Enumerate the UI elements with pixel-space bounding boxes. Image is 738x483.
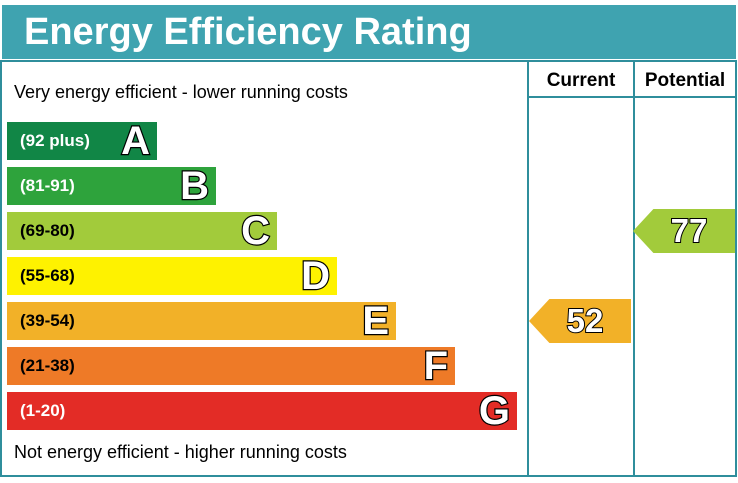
- band-g-range: (1-20): [20, 401, 66, 420]
- band-d-range: (55-68): [20, 266, 75, 285]
- potential-rating-value: 77: [670, 211, 709, 250]
- band-f-letter: F: [422, 344, 449, 388]
- band-d-letter: D: [300, 254, 331, 298]
- band-b-letter: B: [179, 164, 210, 208]
- top-note: Very energy efficient - lower running co…: [14, 82, 348, 102]
- bottom-note: Not energy efficient - higher running co…: [14, 442, 347, 462]
- current-column-divider: [527, 62, 529, 475]
- current-rating-arrow: 52: [529, 299, 631, 343]
- rating-table: Current Potential Very energy efficient …: [0, 60, 737, 477]
- band-g: (1-20) G: [7, 389, 517, 433]
- header-underline: [527, 96, 735, 98]
- band-a-letter: A: [120, 119, 151, 163]
- potential-column-divider: [633, 62, 635, 475]
- band-e: (39-54) E: [7, 299, 396, 343]
- band-e-letter: E: [361, 299, 390, 343]
- band-f-range: (21-38): [20, 356, 75, 375]
- band-b: (81-91) B: [7, 164, 216, 208]
- band-f: (21-38) F: [7, 344, 455, 388]
- current-column-header: Current: [546, 70, 616, 91]
- band-b-range: (81-91): [20, 176, 75, 195]
- current-rating-value: 52: [566, 301, 605, 340]
- potential-rating-arrow: 77: [633, 209, 735, 253]
- band-d: (55-68) D: [7, 254, 337, 298]
- band-e-range: (39-54): [20, 311, 75, 330]
- page-title: Energy Efficiency Rating: [2, 5, 736, 59]
- band-a-range: (92 plus): [20, 131, 90, 150]
- potential-column-header: Potential: [644, 70, 726, 91]
- band-a: (92 plus) A: [7, 119, 157, 163]
- band-c-letter: C: [240, 209, 271, 253]
- band-c: (69-80) C: [7, 209, 277, 253]
- band-c-range: (69-80): [20, 221, 75, 240]
- band-g-letter: G: [478, 389, 512, 433]
